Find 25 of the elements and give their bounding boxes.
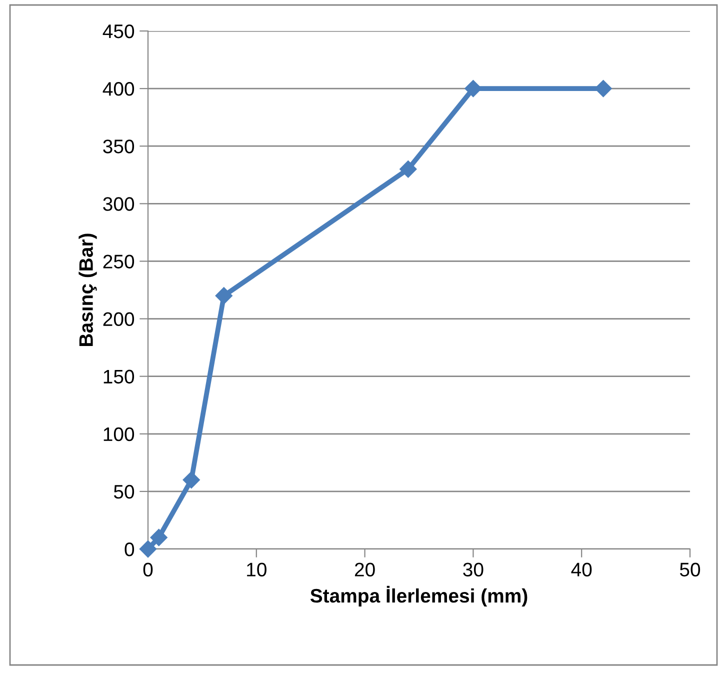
- point: [150, 528, 168, 546]
- y-tick-label: 100: [104, 427, 134, 442]
- x-tick-label: 30: [463, 562, 484, 576]
- y-tick-label: 200: [103, 312, 134, 326]
- x-axis-title: Stampa İlerlemesi (mm): [310, 586, 528, 607]
- point: [215, 287, 232, 304]
- point: [182, 471, 200, 488]
- point: [400, 160, 417, 178]
- x-tick-label: 40: [571, 562, 592, 576]
- point: [139, 540, 157, 558]
- y-tick-label: 350: [103, 140, 134, 154]
- y-tick-label: 300: [103, 197, 134, 211]
- y-tick-label: 450: [102, 24, 134, 38]
- point: [594, 80, 612, 98]
- x-tick-label: 10: [247, 562, 266, 576]
- y-axis-title: Basınç (Bar): [78, 234, 97, 346]
- y-tick-label: 150: [104, 370, 134, 384]
- x-tick-label: 0: [143, 562, 153, 576]
- y-tick-label: 400: [102, 82, 134, 96]
- x-tick-label: 50: [680, 562, 700, 576]
- y-tick-label: 250: [103, 254, 134, 268]
- y-tick-label: 50: [114, 484, 134, 499]
- x-tick-label: 20: [354, 562, 375, 576]
- point: [464, 80, 482, 98]
- y-tick-label: 0: [124, 542, 134, 556]
